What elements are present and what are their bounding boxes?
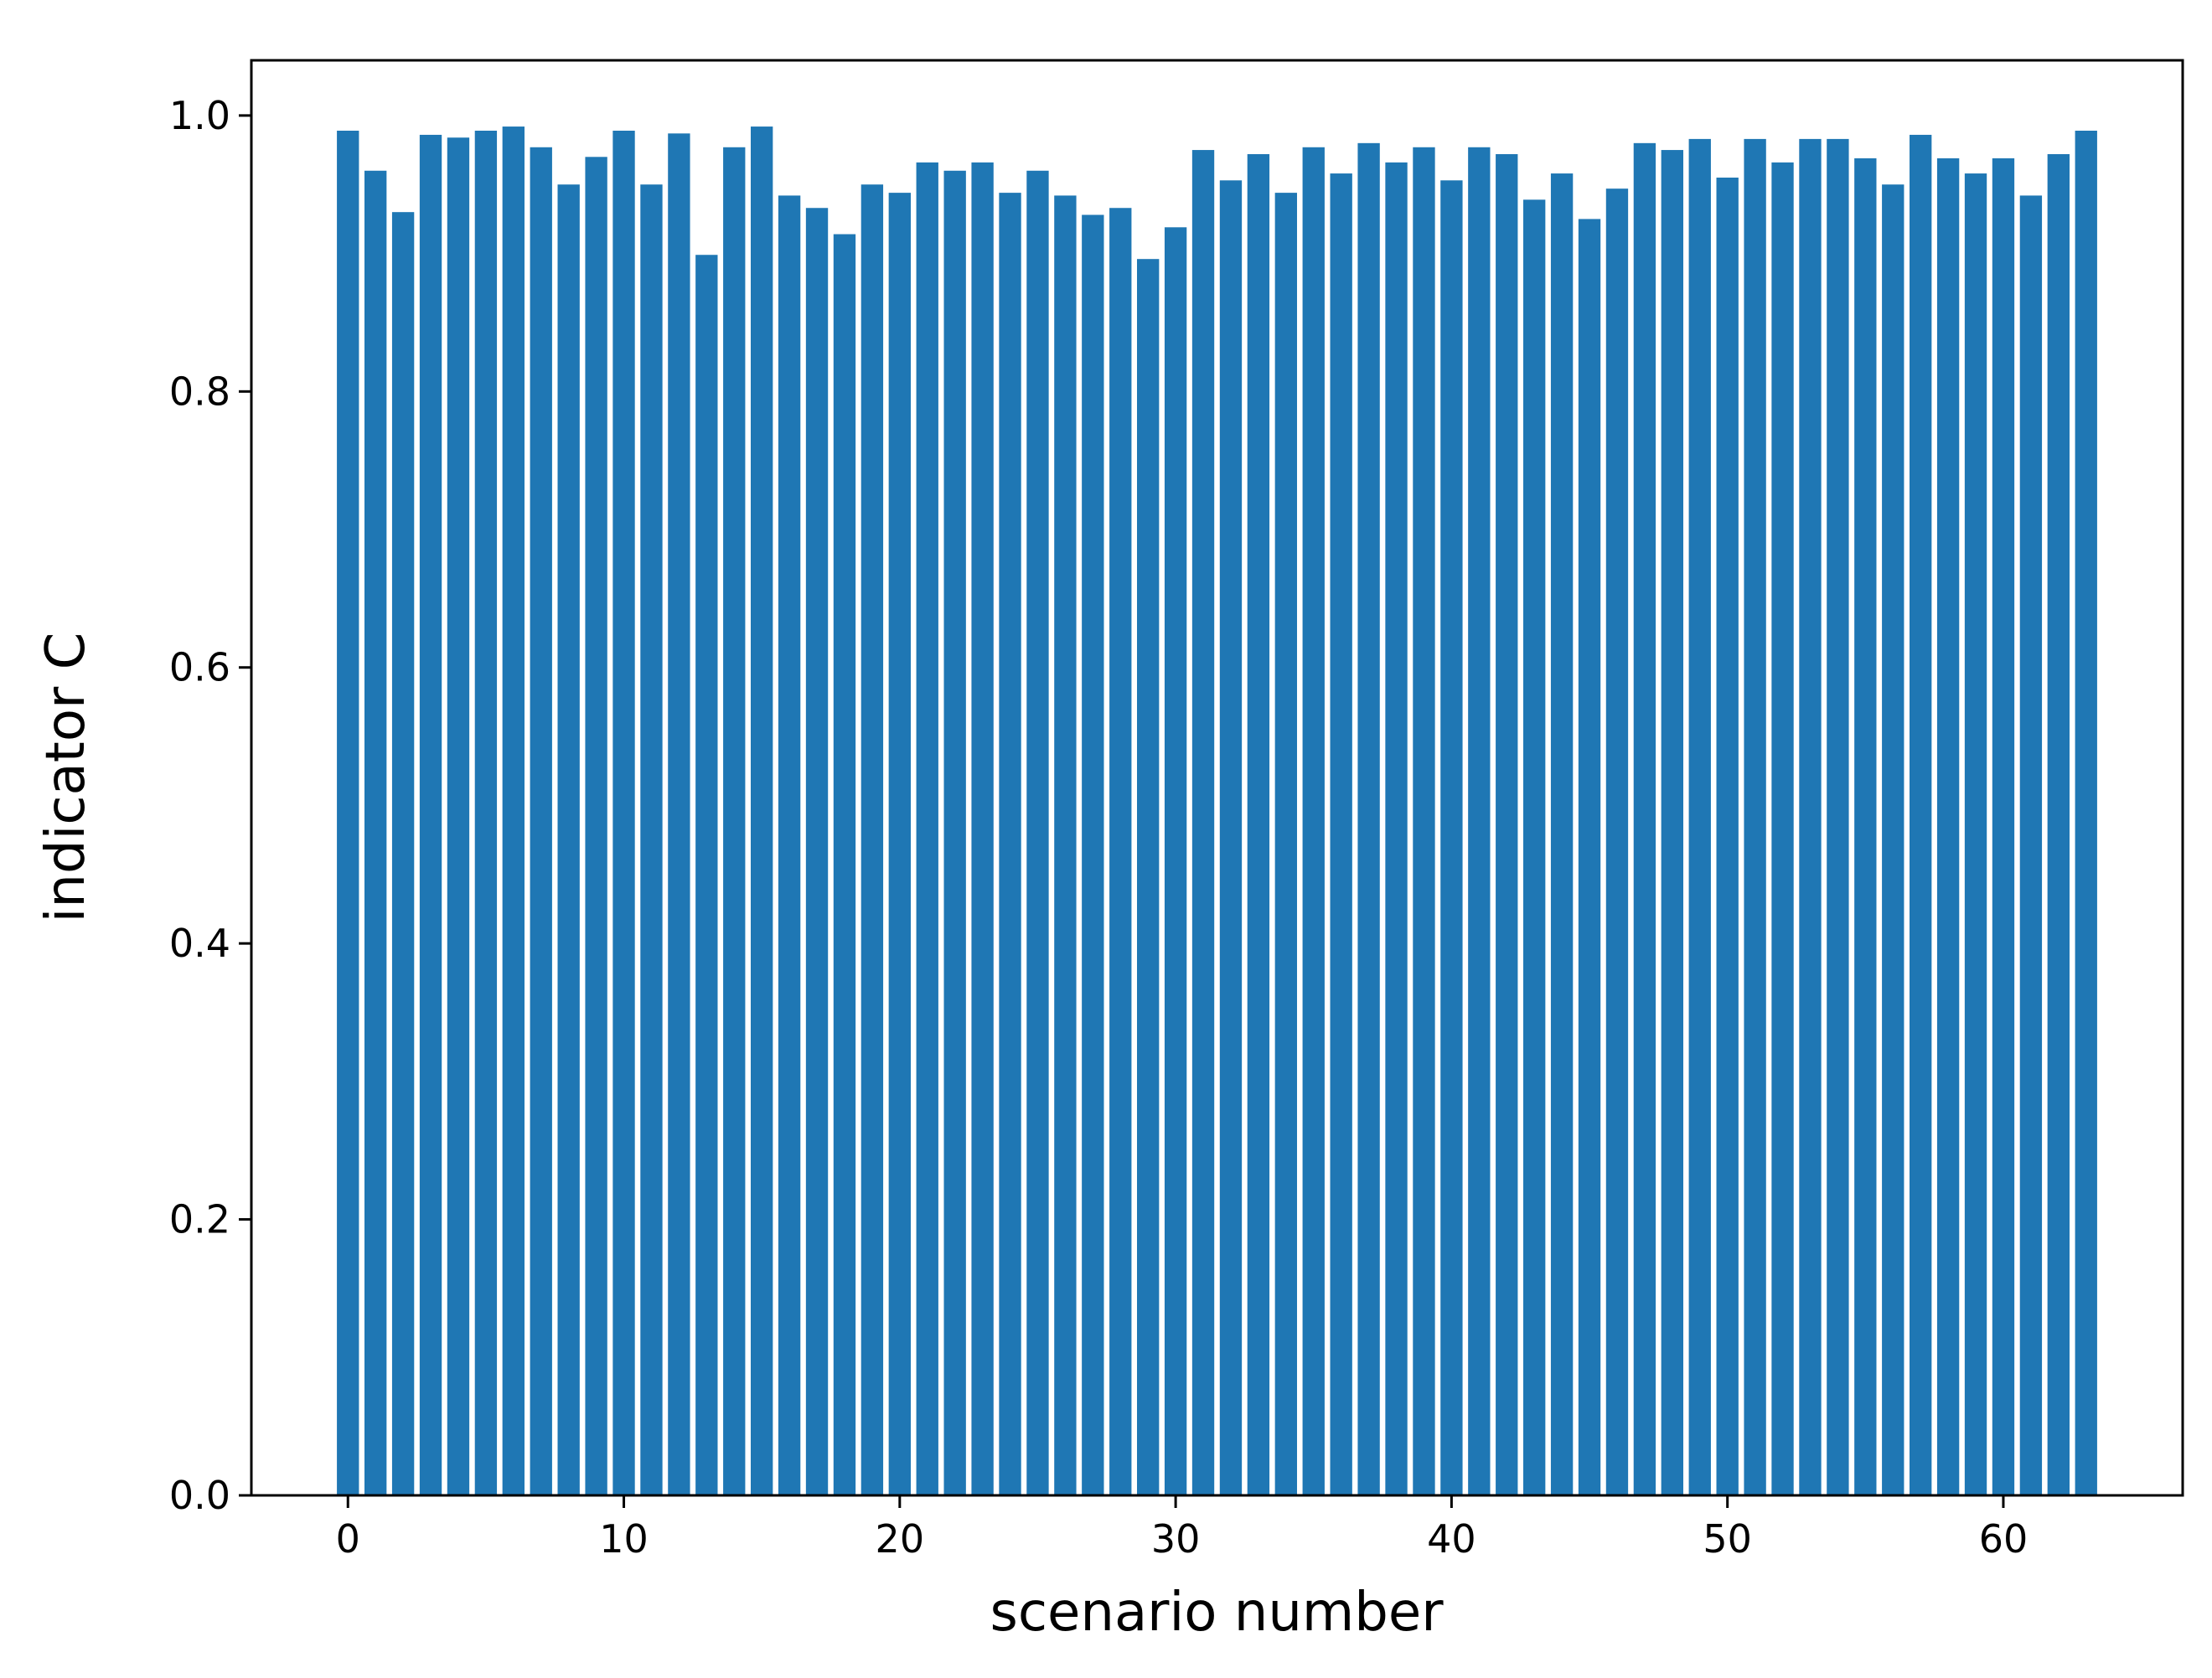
bar-43 — [1523, 199, 1546, 1496]
x-tick-label: 50 — [1703, 1516, 1752, 1562]
bar-29 — [1137, 259, 1160, 1496]
bar-38 — [1385, 162, 1408, 1495]
bar-19 — [861, 184, 884, 1496]
bar-5 — [474, 131, 498, 1495]
y-tick-label: 0.6 — [169, 645, 230, 690]
bar-56 — [1882, 184, 1904, 1496]
bars-layer — [337, 126, 2097, 1496]
bar-61 — [2019, 195, 2043, 1495]
bar-47 — [1633, 142, 1656, 1496]
y-tick-label: 0.4 — [169, 921, 230, 966]
bar-22 — [943, 170, 966, 1495]
bar-13 — [695, 255, 718, 1495]
y-tick-label: 0.0 — [169, 1473, 230, 1518]
bar-1 — [364, 170, 387, 1495]
bar-63 — [2075, 131, 2097, 1495]
bar-35 — [1302, 147, 1325, 1495]
bar-52 — [1771, 162, 1794, 1495]
plot-frame — [250, 59, 2184, 1497]
bar-54 — [1827, 138, 1849, 1495]
bar-8 — [557, 184, 580, 1496]
bar-34 — [1274, 193, 1297, 1495]
bar-27 — [1082, 214, 1104, 1496]
x-tick-label: 40 — [1427, 1516, 1476, 1562]
bar-39 — [1413, 147, 1435, 1495]
bar-36 — [1330, 173, 1352, 1495]
bar-62 — [2047, 154, 2070, 1495]
bar-17 — [805, 208, 829, 1496]
bar-23 — [971, 162, 994, 1495]
bar-45 — [1578, 219, 1601, 1495]
bar-55 — [1854, 157, 1877, 1496]
bar-26 — [1054, 195, 1077, 1495]
bar-24 — [999, 193, 1021, 1495]
bar-40 — [1440, 180, 1463, 1495]
bar-44 — [1550, 173, 1574, 1495]
bar-41 — [1468, 147, 1491, 1495]
bar-6 — [502, 126, 525, 1495]
bar-14 — [723, 147, 746, 1495]
y-tick-label: 0.2 — [169, 1197, 230, 1242]
x-tick-label: 30 — [1151, 1516, 1201, 1562]
bar-57 — [1910, 134, 1932, 1496]
bar-51 — [1744, 138, 1766, 1495]
bar-25 — [1026, 170, 1049, 1495]
bar-50 — [1716, 178, 1739, 1495]
x-tick-label: 0 — [336, 1516, 360, 1562]
bar-37 — [1357, 142, 1380, 1496]
bar-32 — [1219, 180, 1243, 1495]
y-axis-ticks: 0.0 0.2 0.4 0.6 0.8 1.0 — [169, 93, 251, 1518]
bar-46 — [1605, 188, 1629, 1496]
bar-48 — [1661, 150, 1683, 1495]
x-tick-label: 20 — [876, 1516, 925, 1562]
bar-31 — [1191, 150, 1215, 1495]
y-axis-label: indicator C — [35, 632, 97, 923]
bar-9 — [585, 157, 607, 1495]
bar-28 — [1109, 208, 1132, 1496]
bar-33 — [1247, 154, 1270, 1495]
bar-58 — [1936, 157, 1960, 1496]
y-tick-label: 1.0 — [169, 93, 230, 138]
bar-21 — [916, 162, 938, 1495]
x-axis-ticks: 0 10 20 30 40 50 60 — [336, 1495, 2029, 1562]
bar-16 — [778, 195, 801, 1495]
bar-49 — [1688, 138, 1711, 1495]
bar-53 — [1799, 138, 1822, 1495]
bar-42 — [1496, 154, 1518, 1495]
bar-2 — [391, 212, 415, 1496]
bar-7 — [530, 147, 552, 1495]
bar-3 — [419, 134, 442, 1496]
x-tick-label: 60 — [1979, 1516, 2029, 1562]
bar-59 — [1964, 173, 1987, 1495]
bar-18 — [833, 234, 856, 1495]
x-axis-label: scenario number — [990, 1582, 1444, 1644]
bar-10 — [612, 131, 635, 1495]
y-tick-label: 0.8 — [169, 369, 230, 414]
bar-15 — [751, 126, 773, 1495]
x-tick-label: 10 — [599, 1516, 649, 1562]
bar-60 — [1992, 157, 2015, 1496]
bar-20 — [888, 193, 911, 1495]
bar-30 — [1164, 227, 1187, 1495]
bar-4 — [447, 137, 470, 1496]
bar-12 — [668, 133, 690, 1495]
bar-0 — [337, 131, 359, 1495]
bar-11 — [640, 184, 663, 1496]
